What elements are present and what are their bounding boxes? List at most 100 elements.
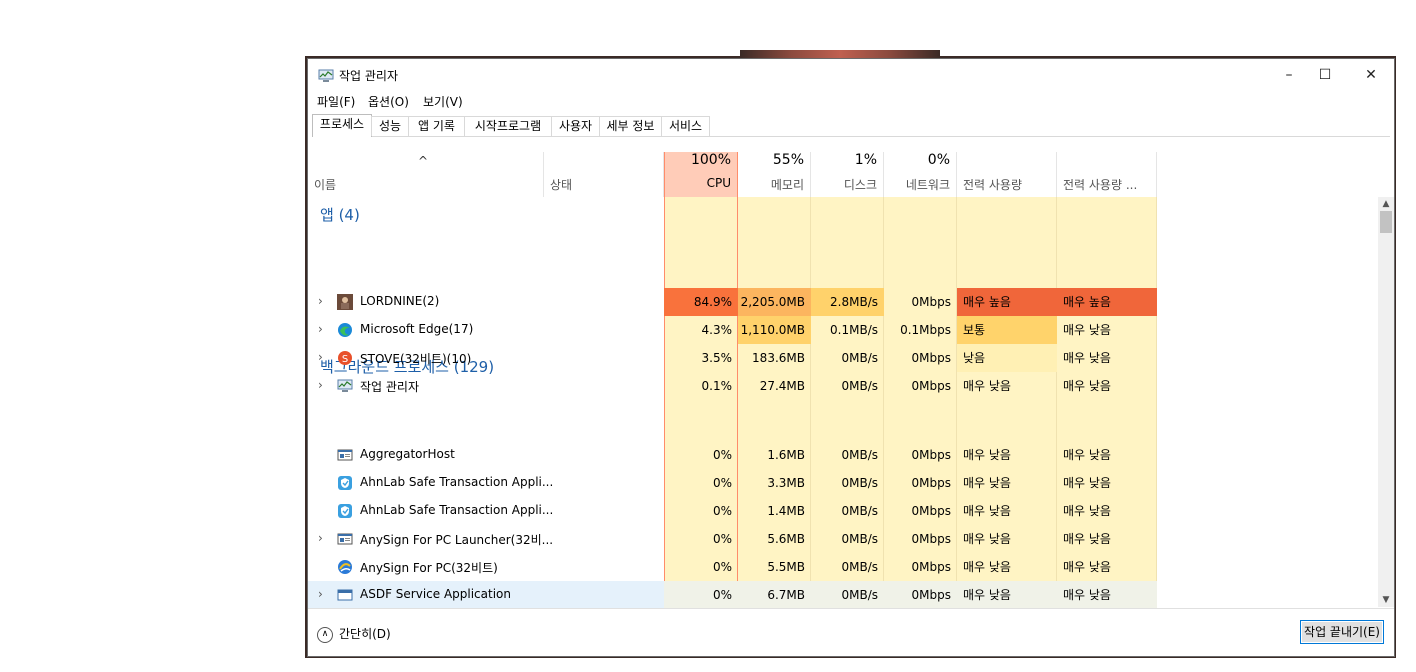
tab-startup[interactable]: 시작프로그램 (464, 116, 552, 136)
process-cpu-value: 0.1% (701, 379, 733, 393)
process-disk-value: 0MB/s (841, 448, 878, 462)
process-name-cell[interactable]: › S STOVE(32비트)(10) (308, 344, 664, 372)
process-row[interactable]: AhnLab Safe Transaction Appli... 0% 3.3MB 0… (308, 469, 1378, 497)
network-total-percent: 0% (927, 152, 950, 168)
scrollbar-thumb[interactable] (1380, 211, 1392, 233)
scroll-up-icon[interactable]: ▲ (1382, 199, 1390, 209)
process-row[interactable]: AhnLab Safe Transaction Appli... 0% 1.4MB 0… (308, 497, 1378, 525)
column-label-cpu: CPU (706, 176, 731, 190)
process-power-value: 매우 낮음 (963, 532, 1011, 546)
process-power-value: 매우 낮음 (963, 504, 1011, 518)
process-name: 작업 관리자 (360, 380, 420, 394)
process-name-cell[interactable]: AnySign For PC(32비트) (308, 553, 664, 581)
column-header-network[interactable]: 0% 네트워크 (884, 152, 957, 197)
tab-details[interactable]: 세부 정보 (599, 116, 662, 136)
column-header-cpu[interactable]: 100% CPU (664, 152, 738, 197)
process-net-value: 0Mbps (911, 448, 951, 462)
tab-processes[interactable]: 프로세스 (312, 114, 372, 137)
minimize-button[interactable]: – (1285, 67, 1293, 83)
process-power-value: 보통 (957, 316, 1057, 344)
process-power-value: 매우 낮음 (957, 581, 1057, 608)
process-net-value: 0.1Mbps (900, 323, 951, 337)
process-net-value: 0Mbps (911, 560, 951, 574)
tab-performance[interactable]: 성능 (371, 116, 409, 136)
process-mem-value: 1,110.0MB (738, 316, 811, 344)
process-name-cell[interactable]: › Microsoft Edge(17) (308, 316, 664, 344)
group-header-apps[interactable]: 앱 (4) (320, 206, 360, 224)
process-disk-value: 2.8MB/s (811, 288, 884, 316)
expand-chevron-icon[interactable]: › (318, 294, 323, 308)
process-power-value: 매우 낮음 (963, 379, 1011, 393)
process-mem-value: 3.3MB (767, 476, 805, 490)
service-icon (337, 447, 353, 463)
tab-users[interactable]: 사용자 (551, 116, 600, 136)
process-power-value: 낮음 (957, 344, 1057, 372)
title-bar: 작업 관리자 – ☐ ✕ (308, 59, 1394, 91)
process-cpu-value: 0% (712, 504, 732, 518)
expand-chevron-icon[interactable]: › (318, 531, 323, 545)
process-disk-value: 0.1MB/s (830, 323, 878, 337)
process-name: STOVE(32비트)(10) (360, 352, 472, 366)
cpu-column-background (664, 197, 738, 608)
process-name-cell[interactable]: AhnLab Safe Transaction Appli... (308, 469, 664, 497)
group-header-background[interactable]: 백그라운드 프로세스 (129) (320, 358, 495, 376)
column-label-power-trend: 전력 사용량 ... (1063, 178, 1138, 192)
menu-options[interactable]: 옵션(O) (368, 95, 409, 109)
process-power-trend-value: 매우 낮음 (1063, 323, 1111, 337)
process-disk-value: 0MB/s (841, 504, 878, 518)
scroll-down-icon[interactable]: ▼ (1382, 595, 1390, 605)
column-header-status[interactable]: 상태 (544, 152, 664, 197)
expand-chevron-icon[interactable]: › (318, 587, 323, 601)
process-name-cell[interactable]: › AnySign For PC Launcher(32비... (308, 525, 664, 553)
process-net-value: 0Mbps (911, 504, 951, 518)
tab-app-history[interactable]: 앱 기록 (408, 116, 465, 136)
service-icon (337, 531, 353, 547)
close-button[interactable]: ✕ (1365, 67, 1377, 83)
process-name: Microsoft Edge(17) (360, 322, 474, 336)
process-row[interactable]: › 작업 관리자 0.1% 27.4MB 0MB/s 0Mbps 매우 낮음 매우 낮음 (308, 372, 1378, 400)
process-name-cell[interactable]: › ASDF Service Application (308, 581, 664, 608)
process-row[interactable]: › Microsoft Edge(17) 4.3% 1,110.0MB 0.1MB/s 0… (308, 316, 1378, 344)
process-cpu-value: 0% (712, 560, 732, 574)
tab-strip: 프로세스 성능 앱 기록 시작프로그램 사용자 세부 정보 서비스 (312, 114, 1390, 137)
menu-file[interactable]: 파일(F) (317, 95, 356, 109)
fewer-details-link[interactable]: ∧ 간단히(D) (317, 625, 391, 643)
process-row[interactable]: › AnySign For PC Launcher(32비... 0% 5.6MB 0M… (308, 525, 1378, 553)
process-power-trend-value: 매우 낮음 (1063, 504, 1111, 518)
disk-total-percent: 1% (854, 152, 877, 168)
process-mem-value: 6.7MB (738, 581, 811, 608)
column-label-disk: 디스크 (843, 178, 877, 192)
column-header-power-trend[interactable]: 전력 사용량 ... (1057, 152, 1157, 197)
menu-view[interactable]: 보기(V) (423, 95, 463, 109)
end-task-button[interactable]: 작업 끝내기(E) (1300, 620, 1384, 644)
footer-bar: ∧ 간단히(D) 작업 끝내기(E) (308, 608, 1394, 657)
tab-services[interactable]: 서비스 (661, 116, 710, 136)
process-row[interactable]: › ASDF Service Application 0% 6.7MB 0MB/s 0Mb… (308, 581, 1378, 608)
process-name-cell[interactable]: AhnLab Safe Transaction Appli... (308, 497, 664, 525)
process-disk-value: 0MB/s (841, 351, 878, 365)
column-header-power[interactable]: 전력 사용량 (957, 152, 1057, 197)
column-header-memory[interactable]: 55% 메모리 (738, 152, 811, 197)
process-power-value: 매우 높음 (957, 288, 1057, 316)
process-row[interactable]: › LORDNINE(2) 84.9% 2,205.0MB 2.8MB/s 0Mbps 매우… (308, 288, 1378, 316)
maximize-button[interactable]: ☐ (1318, 67, 1332, 83)
process-cpu-value: 84.9% (664, 288, 738, 316)
process-row[interactable]: › S STOVE(32비트)(10) 3.5% 183.6MB 0MB/s 0Mbps 낮음… (308, 344, 1378, 372)
process-row[interactable]: AggregatorHost 0% 1.6MB 0MB/s 0Mbps 매우 낮음 매우 낮… (308, 441, 1378, 469)
process-name-cell[interactable]: › 작업 관리자 (308, 372, 664, 400)
process-row[interactable]: AnySign For PC(32비트) 0% 5.5MB 0MB/s 0Mbps 매우 … (308, 553, 1378, 581)
column-label-status: 상태 (550, 178, 573, 192)
expand-chevron-icon[interactable]: › (318, 322, 323, 336)
process-name-cell[interactable]: AggregatorHost (308, 441, 664, 469)
vertical-scrollbar[interactable]: ▲ ▼ (1378, 197, 1394, 607)
process-power-trend-value: 매우 낮음 (1063, 351, 1111, 365)
column-header-name[interactable]: ^ 이름 (308, 152, 544, 197)
column-header-disk[interactable]: 1% 디스크 (811, 152, 884, 197)
expand-chevron-icon[interactable]: › (318, 378, 323, 392)
process-disk-value: 0MB/s (841, 476, 878, 490)
task-manager-window: 작업 관리자 – ☐ ✕ 파일(F) 옵션(O) 보기(V) 프로세스 성능 앱… (307, 58, 1395, 657)
process-mem-value: 2,205.0MB (738, 288, 811, 316)
memory-total-percent: 55% (772, 152, 804, 168)
process-name-cell[interactable]: › LORDNINE(2) (308, 288, 664, 316)
expand-chevron-icon[interactable]: › (318, 350, 323, 364)
